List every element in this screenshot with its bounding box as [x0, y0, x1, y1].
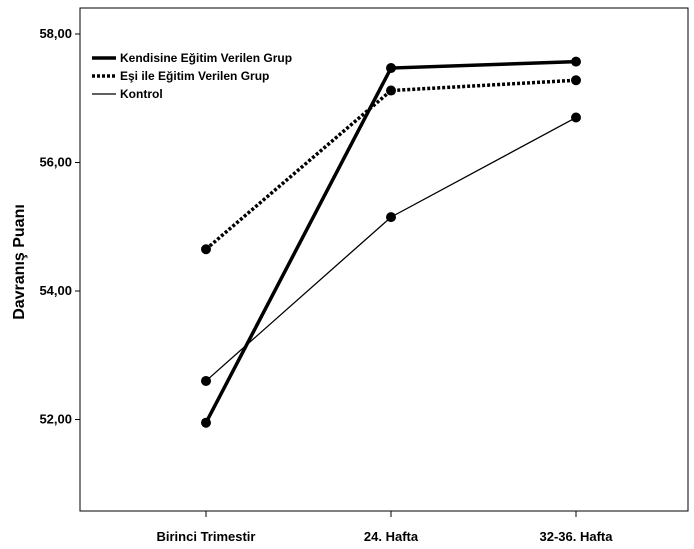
- legend-label: Kendisine Eğitim Verilen Grup: [120, 51, 292, 65]
- legend-label: Kontrol: [120, 87, 163, 101]
- series-line: [204, 78, 577, 251]
- data-point: [201, 417, 211, 428]
- data-point: [201, 244, 211, 255]
- series-2: [201, 75, 581, 255]
- series-3: [201, 112, 581, 386]
- y-tick-label: 52,00: [39, 412, 72, 427]
- data-point: [386, 63, 396, 74]
- data-point: [386, 212, 396, 223]
- data-point: [201, 375, 211, 386]
- data-point: [571, 56, 581, 67]
- legend: Kendisine Eğitim Verilen Grup Eşi ile Eği…: [92, 51, 292, 101]
- x-tick-label: Birinci Trimestir: [157, 529, 256, 544]
- y-tick-label: 56,00: [39, 155, 72, 170]
- y-axis-title: Davranış Puanı: [11, 204, 28, 320]
- x-tick-label: 24. Hafta: [364, 529, 419, 544]
- plot-frame: [79, 7, 689, 512]
- y-tick-label: 58,00: [39, 26, 72, 41]
- data-point: [571, 112, 581, 123]
- y-axis: 52,00 54,00 56,00 58,00: [39, 26, 80, 427]
- x-axis: Birinci Trimestir 24. Hafta 32-36. Hafta: [157, 511, 614, 544]
- data-point: [571, 75, 581, 86]
- series-1: [201, 56, 581, 428]
- y-tick-label: 54,00: [39, 283, 72, 298]
- legend-label: Eşi ile Eğitim Verilen Grup: [120, 69, 269, 83]
- x-tick-label: 32-36. Hafta: [540, 529, 614, 544]
- data-point: [386, 85, 396, 96]
- series-layer: [201, 56, 581, 428]
